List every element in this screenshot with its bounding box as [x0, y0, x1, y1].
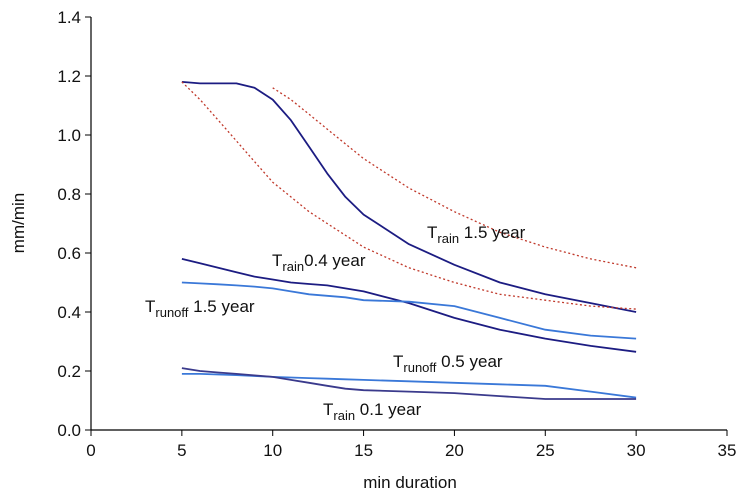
series-line — [181, 373, 637, 399]
series-line — [272, 87, 637, 269]
annotation-text: 1.5 year — [459, 223, 525, 242]
y-tick-label: 1.4 — [57, 8, 81, 27]
annotation-base: T — [323, 400, 333, 419]
x-tick-label: 20 — [445, 441, 464, 460]
y-tick-label: 0.2 — [57, 362, 81, 381]
y-tick-label: 0.8 — [57, 185, 81, 204]
y-tick-label: 1.2 — [57, 67, 81, 86]
annotation: Train 0.1 year — [323, 400, 422, 423]
annotation-sub: rain — [333, 408, 355, 423]
x-tick-label: 30 — [627, 441, 646, 460]
y-axis-title: mm/min — [9, 193, 28, 253]
y-tick-label: 1.0 — [57, 126, 81, 145]
annotation: Train 1.5 year — [427, 223, 526, 246]
annotation: Trunoff 1.5 year — [145, 297, 255, 320]
annotation-sub: rain — [437, 231, 459, 246]
series-line — [181, 367, 637, 400]
annotation: Trunoff 0.5 year — [393, 352, 503, 375]
x-tick-label: 15 — [354, 441, 373, 460]
annotation-text: 1.5 year — [188, 297, 254, 316]
annotation-text: 0.5 year — [436, 352, 502, 371]
x-tick-label: 10 — [263, 441, 282, 460]
series-line — [181, 258, 637, 353]
series-line — [181, 81, 637, 313]
annotation-base: T — [393, 352, 403, 371]
x-axis-title: min duration — [363, 473, 457, 492]
annotation-text: 0.1 year — [355, 400, 421, 419]
annotation-base: T — [272, 251, 282, 270]
annotation: Train0.4 year — [272, 251, 366, 274]
y-tick-label: 0.6 — [57, 244, 81, 263]
annotation-sub: rain — [282, 259, 304, 274]
series-line — [181, 81, 637, 310]
y-tick-label: 0.4 — [57, 303, 81, 322]
x-tick-label: 35 — [718, 441, 737, 460]
y-tick-label: 0.0 — [57, 421, 81, 440]
series-line — [181, 281, 637, 340]
annotation-base: T — [145, 297, 155, 316]
x-tick-label: 0 — [86, 441, 95, 460]
annotation-base: T — [427, 223, 437, 242]
x-tick-label: 5 — [177, 441, 186, 460]
annotation-text: 0.4 year — [304, 251, 366, 270]
annotation-sub: runoff — [155, 305, 188, 320]
x-tick-label: 25 — [536, 441, 555, 460]
annotation-sub: runoff — [403, 360, 436, 375]
